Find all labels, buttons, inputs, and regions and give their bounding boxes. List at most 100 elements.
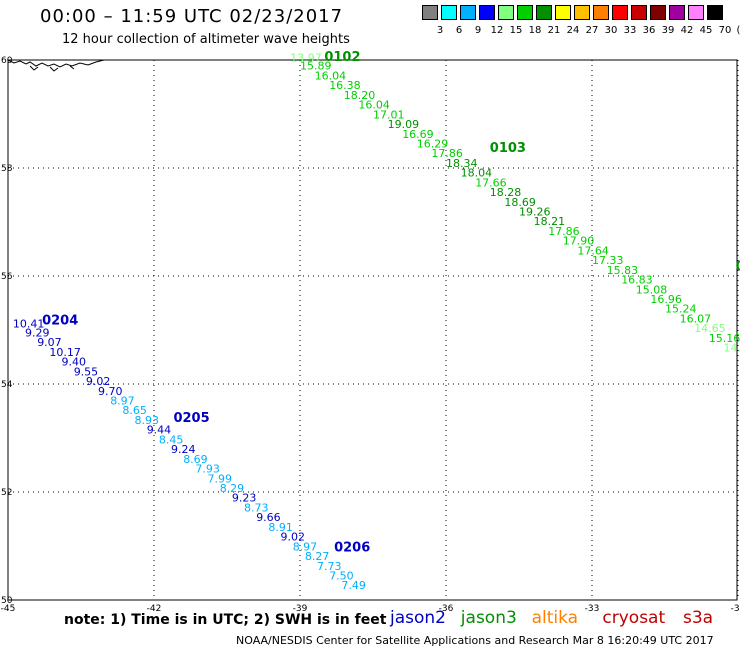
footer-credit: NOAA/NESDIS Center for Satellite Applica… [236,634,714,647]
scale-label: 45 [699,25,713,36]
lon-tick-label: -36 [439,604,454,614]
swh-value: 8.73 [244,501,268,514]
swh-value: 15.83 [607,264,639,277]
swh-value: 8.97 [293,540,318,553]
swh-value: 18.20 [344,89,376,102]
scale-label: 30 [604,25,618,36]
satellite-name: s3a [683,608,714,628]
swh-value: 14.65 [694,322,726,335]
map-title: 00:00 – 11:59 UTC 02/23/2017 [40,6,344,27]
swh-value: 10.17 [49,346,81,359]
swh-value: 8.91 [268,521,293,534]
scale-swatch [650,5,666,20]
swh-value: 9.02 [281,531,306,544]
swh-value: 8.97 [110,395,135,408]
scale-swatch [479,5,495,20]
swh-value: 8.45 [159,433,184,446]
swh-value: 9.23 [232,492,257,505]
swh-value: 9.29 [25,326,50,339]
scale-label: 70 [718,25,732,36]
scale-label: 39 [661,25,675,36]
swh-value: 9.24 [171,443,196,456]
scale-label: 3 [436,25,444,36]
satellite-name: cryosat [602,608,666,628]
scale-label: 15 [509,25,523,36]
lon-tick-label: -33 [585,604,600,614]
swh-value: 8.29 [220,482,245,495]
lat-tick-label: 54 [1,380,13,390]
satellite-name: altika [531,608,579,628]
scale-label: 24 [566,25,580,36]
scale-label: (ft) [736,25,740,36]
lat-tick-label: 52 [1,488,12,498]
lon-tick-label: -42 [147,604,162,614]
time-label: 0204 [42,314,78,329]
scale-swatch [422,5,438,20]
time-label: 0103 [490,141,526,156]
time-label: 01 [736,260,740,275]
swh-value: 17.90 [563,235,595,248]
scale-swatch [498,5,514,20]
scale-label: 36 [642,25,656,36]
swh-value: 19.26 [519,206,551,219]
scale-label: 27 [585,25,599,36]
swh-value: 7.49 [341,579,366,592]
satellite-name: jason2 [390,608,446,628]
scale-swatch [555,5,571,20]
satellite-tracks: 13.9715.8916.0416.3818.2016.0417.0119.09… [13,50,740,592]
swh-value: 7.93 [195,463,220,476]
scale-swatch [517,5,533,20]
swh-value: 9.55 [74,365,99,378]
footer-note: note: 1) Time is in UTC; 2) SWH is in fe… [64,612,387,628]
swh-value: 18.28 [490,186,522,199]
scale-label: 42 [680,25,694,36]
lat-tick-label: 60 [1,56,13,66]
swh-value: 17.64 [577,244,609,257]
swh-value: 16.29 [417,137,449,150]
lon-tick-label: -30 [731,604,740,614]
lat-tick-label: 58 [1,164,13,174]
coastline [7,59,105,72]
swh-value: 16.07 [680,312,712,325]
track-jason2: 10.419.299.0710.179.409.559.029.708.978.… [13,314,370,593]
lat-tick-label: 56 [1,272,13,282]
swh-value: 17.33 [592,254,624,267]
lon-tick-label: -45 [1,604,16,614]
swh-value: 8.65 [122,404,147,417]
swh-value: 17.66 [475,176,507,189]
swh-value: 7.99 [208,472,233,485]
scale-swatch [460,5,476,20]
scale-swatch [688,5,704,20]
swh-value: 18.04 [461,167,493,180]
swh-value: 8.27 [305,550,330,563]
scale-swatch [669,5,685,20]
swh-value: 16.96 [650,293,682,306]
track-jason3: 13.9715.8916.0416.3818.2016.0417.0119.09… [290,50,740,355]
scale-label: 21 [547,25,561,36]
lon-tick-label: -39 [293,604,308,614]
scale-swatch [612,5,628,20]
scale-label: 12 [490,25,504,36]
swh-value: 17.86 [431,147,463,160]
swh-value: 19.09 [388,118,420,131]
swh-value: 15.89 [300,60,332,73]
swh-value: 15.24 [665,303,697,316]
scale-label: 33 [623,25,637,36]
swh-value: 9.66 [256,511,281,524]
swh-value: 18.34 [446,157,478,170]
swh-value: 7.73 [317,560,342,573]
swh-value: 16.83 [621,274,653,287]
swh-value: 9.44 [147,424,172,437]
swh-value: 8.93 [135,414,160,427]
scale-label: 18 [528,25,542,36]
swh-value: 16.04 [315,69,347,82]
swh-value: 15.16 [709,332,740,345]
scale-swatch [593,5,609,20]
swh-value: 9.02 [86,375,111,388]
scale-swatch [631,5,647,20]
axis-labels: -45 -42 -39 -36 -33 -30 60 58 56 54 52 50 [1,56,740,614]
swh-value: 9.70 [98,385,123,398]
swh-value: 7.50 [329,569,354,582]
time-label: 0206 [334,540,370,555]
